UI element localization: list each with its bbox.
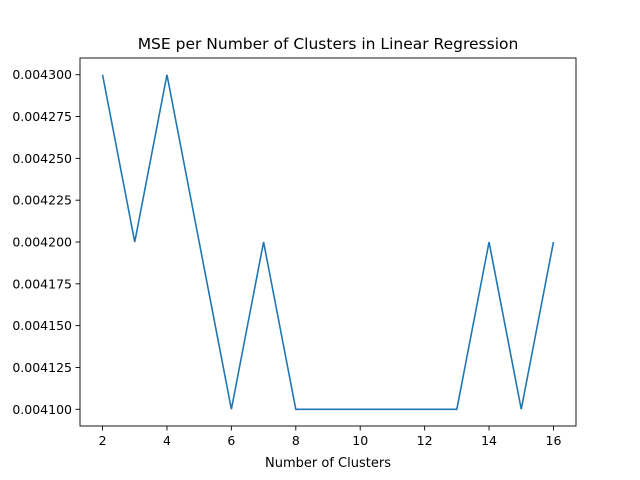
y-tick-label: 0.004300: [12, 67, 72, 82]
x-tick-label: 14: [481, 433, 497, 448]
chart-title: MSE per Number of Clusters in Linear Reg…: [138, 35, 519, 53]
plot-layer: 2 4 6 8 10 12 14 16 0.004100 0.004125 0.004150 0.00…: [12, 57, 577, 448]
y-tick-label: 0.004125: [12, 360, 72, 375]
x-tick-label: 4: [163, 433, 171, 448]
x-tick-label: 12: [417, 433, 433, 448]
y-tick-label: 0.004150: [12, 318, 72, 333]
x-tick-label: 8: [292, 433, 300, 448]
y-tick-label: 0.004250: [12, 151, 72, 166]
y-tick-label: 0.004200: [12, 235, 72, 250]
series-line-0: [101, 74, 555, 411]
x-axis-label: Number of Clusters: [265, 456, 391, 471]
x-tick-label: 6: [227, 433, 235, 448]
y-tick-label: 0.004175: [12, 276, 72, 291]
y-tick-label: 0.004275: [12, 109, 72, 124]
y-tick-label: 0.004100: [12, 402, 72, 417]
x-tick-label: 16: [546, 433, 562, 448]
x-tick-label: 10: [352, 433, 368, 448]
x-tick-label: 2: [99, 433, 107, 448]
y-tick-label: 0.004225: [12, 193, 72, 208]
